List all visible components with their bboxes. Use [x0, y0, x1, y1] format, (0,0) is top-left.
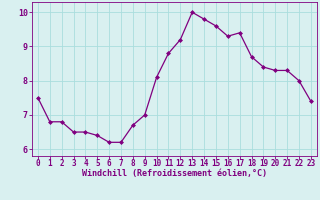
X-axis label: Windchill (Refroidissement éolien,°C): Windchill (Refroidissement éolien,°C)	[82, 169, 267, 178]
